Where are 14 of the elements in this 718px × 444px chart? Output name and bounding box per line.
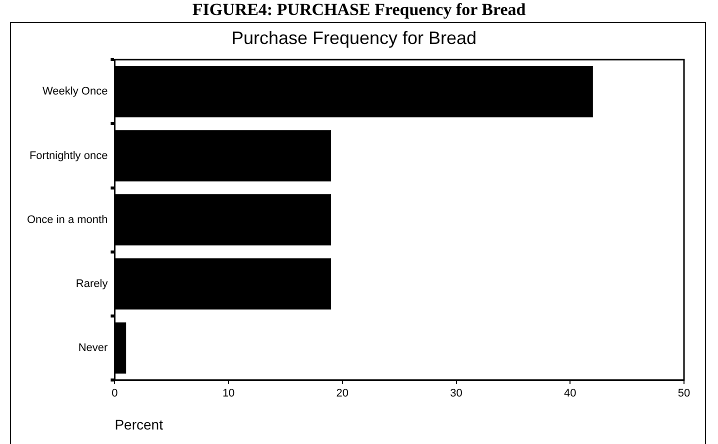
x-tick-label: 20 [336,388,349,400]
x-tick-label: 30 [450,388,462,400]
y-tick-label: Never [78,342,108,354]
x-tick-label: 10 [222,388,235,400]
y-tick-label: Once in a month [26,214,108,226]
x-tick-label: 50 [678,388,690,400]
x-tick-label: 0 [112,388,118,400]
x-axis-title: Percent [114,416,164,432]
y-tick-label: Rarely [76,278,108,290]
y-tick-label: Fortnightly once [29,150,108,162]
chart-title: Purchase Frequency for Bread [231,28,477,48]
x-tick-label: 40 [564,388,576,400]
caption: FIGURE4: PURCHASE Frequency for Bread [192,0,526,19]
y-tick-label: Weekly Once [42,86,108,98]
